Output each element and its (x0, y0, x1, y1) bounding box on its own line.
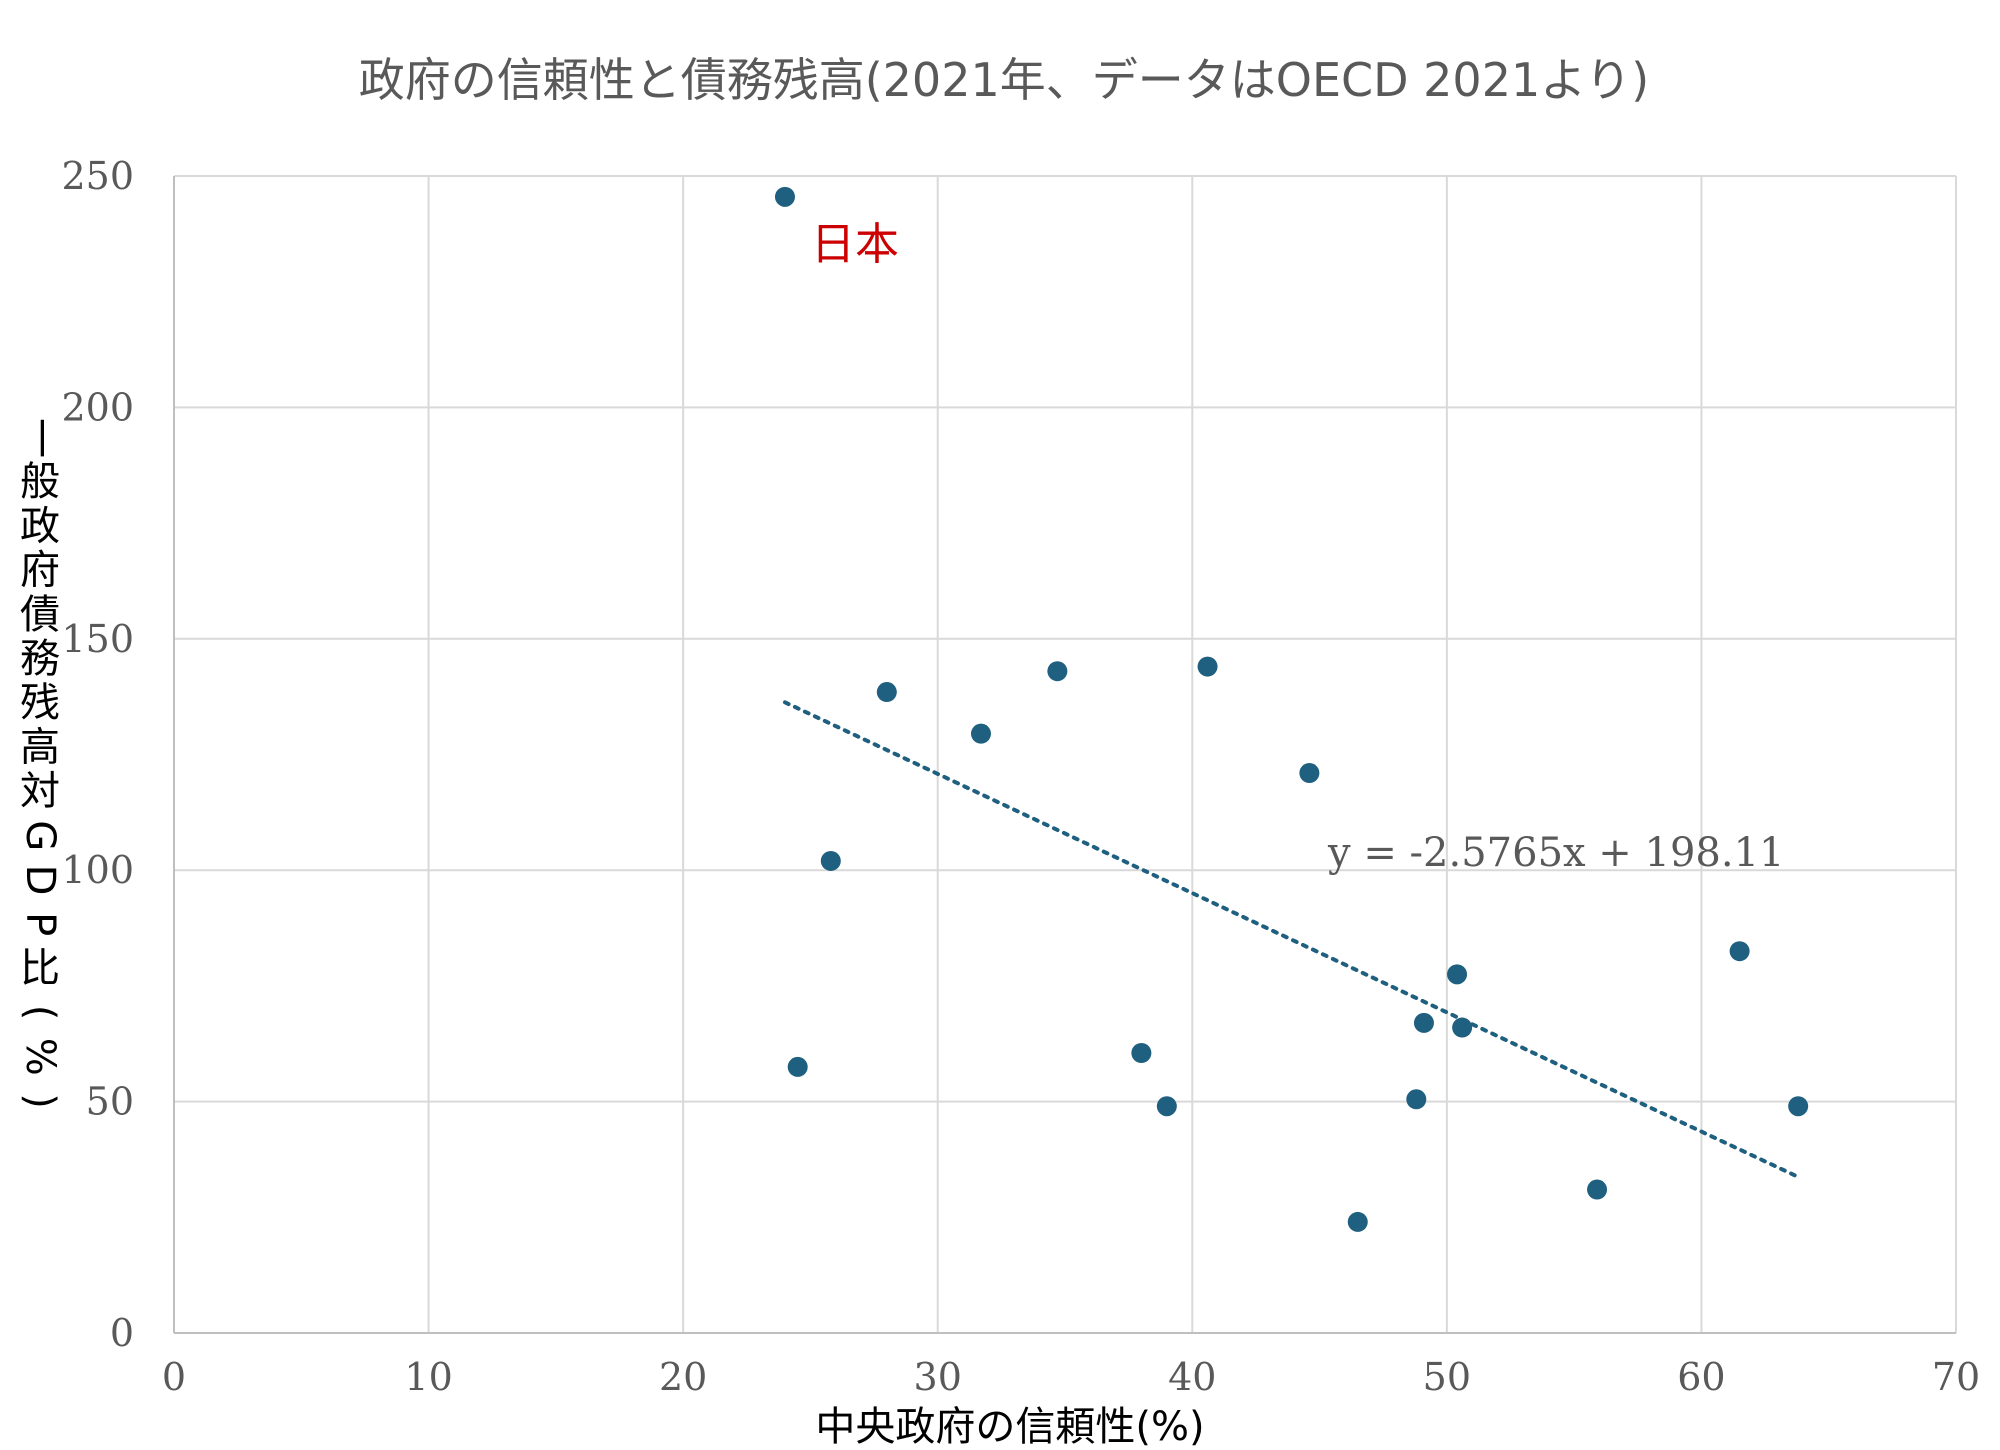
y-axis-title-char: 債 (20, 592, 60, 638)
data-point (787, 1056, 808, 1077)
annotation-label: 日本 (811, 219, 899, 270)
data-point (1156, 1096, 1177, 1117)
data-point (774, 186, 795, 207)
y-axis-title-char: G (17, 820, 63, 851)
y-axis-title-char: ) (17, 1093, 63, 1109)
y-tick-label: 150 (61, 617, 134, 661)
trendline-line (782, 700, 1801, 1179)
y-axis-title-char: 政 (20, 503, 60, 549)
x-tick-label: 50 (1423, 1355, 1471, 1399)
data-point (1197, 656, 1218, 677)
data-points (774, 186, 1809, 1232)
y-tick-label: 200 (61, 385, 134, 429)
y-axis-title-char: 対 (20, 769, 60, 815)
y-tick-label: 100 (61, 848, 134, 892)
y-tick-label: 250 (61, 154, 134, 198)
x-tick-label: 30 (914, 1355, 962, 1399)
data-point (1452, 1017, 1473, 1038)
y-axis-title-char: 府 (20, 548, 60, 594)
data-point (820, 850, 841, 871)
y-axis-title-char: P (17, 912, 63, 936)
y-axis-title-char: ( (17, 1005, 63, 1021)
data-point (1347, 1211, 1368, 1232)
x-tick-label: 20 (659, 1355, 707, 1399)
x-tick-label: 60 (1677, 1355, 1725, 1399)
x-axis-title: 中央政府の信頼性(%) (815, 1404, 1204, 1450)
data-point (876, 682, 897, 703)
y-axis-title-char: 般 (20, 459, 60, 505)
data-point (1447, 964, 1468, 985)
data-point (1729, 941, 1750, 962)
y-axis-ticks: 0 50 100 150 200 250 (61, 154, 134, 1355)
data-point (1788, 1096, 1809, 1117)
data-point (1406, 1089, 1427, 1110)
chart-title: 政府の信頼性と債務残高(2021年、データはOECD 2021より) (359, 53, 1650, 107)
data-point (1413, 1012, 1434, 1033)
trendline-equation: y = -2.5765x + 198.11 (1327, 830, 1784, 876)
y-axis-title-char: D (17, 865, 63, 896)
annotations: 日本 (811, 219, 899, 270)
x-tick-label: 70 (1932, 1355, 1980, 1399)
data-point (1131, 1043, 1152, 1064)
grid (173, 175, 1957, 1334)
y-axis-title-char: 高 (20, 724, 60, 770)
x-tick-label: 0 (162, 1355, 186, 1399)
x-axis-ticks: 0 10 20 30 40 50 60 70 (162, 1355, 1980, 1399)
x-tick-label: 10 (404, 1355, 452, 1399)
data-point (1299, 763, 1320, 784)
data-point (970, 723, 991, 744)
y-tick-label: 50 (86, 1080, 134, 1124)
y-axis-title-char: 一 (17, 418, 63, 458)
y-tick-label: 0 (110, 1311, 134, 1355)
x-tick-label: 40 (1168, 1355, 1216, 1399)
y-axis-title-char: 残 (20, 680, 60, 726)
y-axis-title-char: % (17, 1038, 63, 1076)
trendline (782, 700, 1801, 1179)
y-axis-title-char: 務 (20, 636, 60, 682)
y-axis-title-char: 比 (20, 945, 60, 991)
data-point (1587, 1179, 1608, 1200)
data-point (1047, 661, 1068, 682)
